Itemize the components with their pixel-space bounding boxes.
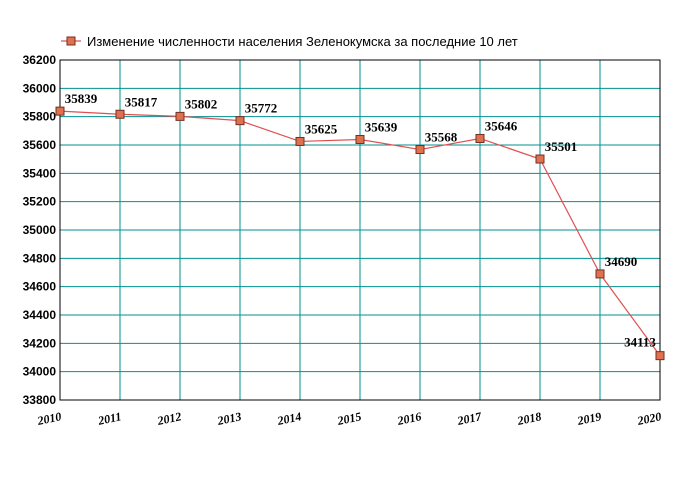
data-point (175, 111, 185, 121)
y-axis-ticks: 33800 34000 34200 34400 34600 34800 35000 35200… (23, 53, 57, 407)
y-tick-label: 35200 (23, 195, 57, 209)
data-label: 35817 (125, 94, 158, 109)
x-axis-ticks: 2010 2011 2012 2013 2014 2015 2016 2017 2018 2019… (35, 409, 662, 428)
data-label: 35802 (185, 96, 218, 111)
y-tick-label: 35600 (23, 138, 57, 152)
plot-frame (59, 59, 661, 401)
data-labels: 35839 35817 35802 35772 35625 35639 35568 35646… (65, 91, 657, 350)
y-tick-label: 34800 (23, 251, 57, 265)
y-tick-label: 35000 (23, 223, 57, 237)
y-tick-label: 36000 (23, 81, 57, 95)
y-tick-label: 35800 (23, 110, 57, 124)
data-label: 35501 (545, 139, 578, 154)
data-point (355, 134, 365, 144)
x-tick-label: 2014 (275, 409, 302, 428)
x-tick-label: 2016 (395, 409, 422, 428)
y-tick-label: 35400 (23, 166, 57, 180)
y-tick-label: 33800 (23, 393, 57, 407)
data-point (475, 133, 485, 143)
data-label: 35772 (245, 101, 278, 116)
data-label: 35568 (425, 130, 458, 145)
y-tick-label: 34400 (23, 308, 57, 322)
x-tick-label: 2019 (575, 409, 602, 428)
data-label: 35625 (305, 121, 338, 136)
legend-label: Изменение численности населения Зеленоку… (87, 34, 518, 49)
x-tick-label: 2018 (515, 409, 542, 428)
legend: Изменение численности населения Зеленоку… (61, 34, 518, 49)
data-point (535, 154, 545, 164)
data-point (235, 116, 245, 126)
x-tick-label: 2013 (215, 409, 242, 428)
x-tick-label: 2010 (35, 409, 62, 428)
y-tick-label: 34600 (23, 280, 57, 294)
y-tick-label: 36200 (23, 53, 57, 67)
data-point (655, 351, 665, 361)
data-label: 34113 (624, 335, 656, 350)
data-point (295, 136, 305, 146)
series-population (55, 106, 665, 361)
y-tick-label: 34000 (23, 365, 57, 379)
x-tick-label: 2012 (155, 409, 182, 428)
data-label: 35646 (485, 118, 518, 133)
data-point (415, 145, 425, 155)
grid-lines (59, 59, 661, 401)
x-tick-label: 2017 (455, 409, 483, 428)
data-point (115, 109, 125, 119)
data-label: 34690 (605, 254, 638, 269)
data-label: 35639 (365, 119, 398, 134)
data-label: 35839 (65, 91, 98, 106)
data-point (55, 106, 65, 116)
x-tick-label: 2011 (96, 409, 123, 428)
legend-marker-sample (66, 36, 76, 46)
x-tick-label: 2015 (335, 409, 362, 428)
y-tick-label: 34200 (23, 336, 57, 350)
x-tick-label: 2020 (635, 409, 662, 428)
data-point (595, 269, 605, 279)
